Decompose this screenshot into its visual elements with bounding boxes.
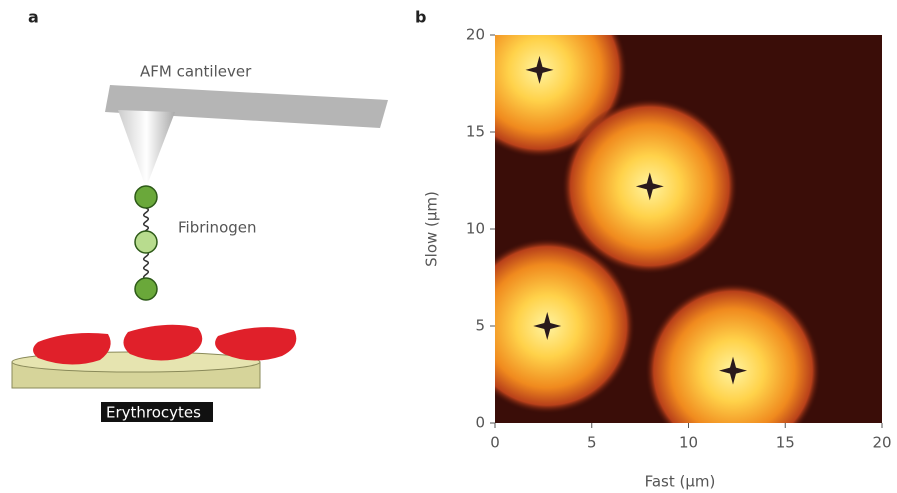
panel-label: a (28, 8, 39, 27)
y-tick-label: 5 (475, 317, 485, 335)
y-tick-label: 15 (466, 123, 485, 141)
y-axis-label: Slow (µm) (423, 191, 441, 267)
x-tick-label: 15 (776, 434, 795, 452)
x-tick-label: 10 (679, 434, 698, 452)
tip (118, 110, 175, 188)
figure: a AFM cantilever Fibrinogen Erythrocytes… (0, 0, 897, 493)
panel-label: b (415, 8, 426, 27)
y-tick-label: 0 (475, 414, 485, 432)
y-tick-label: 10 (466, 220, 485, 238)
x-axis-label: Fast (µm) (645, 473, 716, 491)
x-tick-label: 20 (872, 434, 891, 452)
fibrinogen (135, 186, 157, 300)
cells-label: Erythrocytes (106, 404, 201, 422)
x-tick-label: 5 (587, 434, 597, 452)
fibrinogen-label: Fibrinogen (178, 219, 257, 237)
erythrocytes (33, 325, 296, 365)
x-tick-label: 0 (490, 434, 500, 452)
y-tick-label: 20 (466, 26, 485, 44)
cantilever-label: AFM cantilever (140, 63, 252, 81)
